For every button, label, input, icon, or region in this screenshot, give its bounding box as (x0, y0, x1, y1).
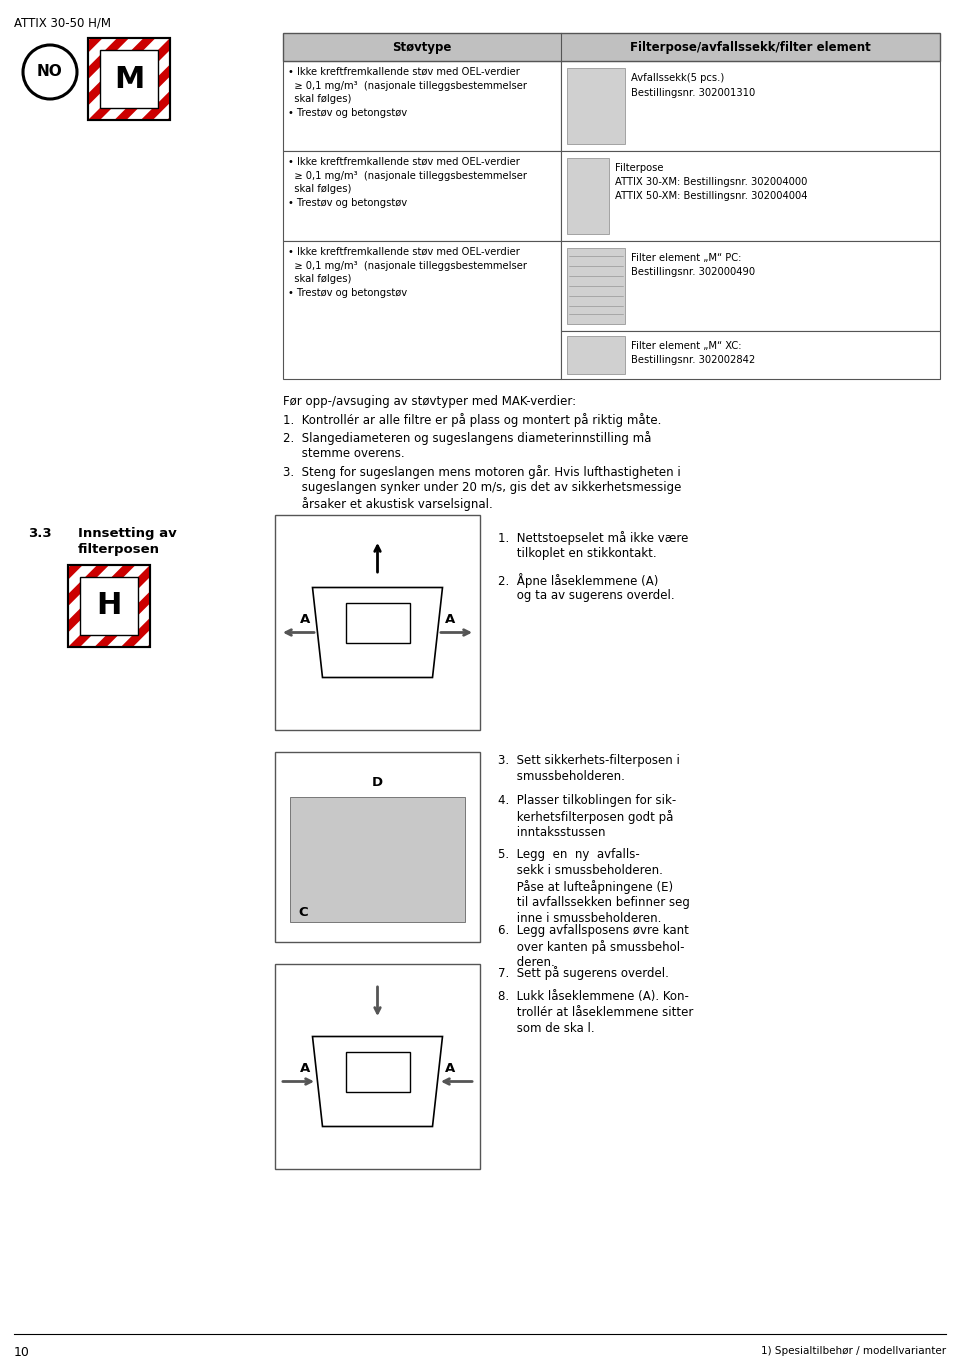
Text: • Ikke kreftfremkallende støv med OEL-verdier
  ≥ 0,1 mg/m³  (nasjonale tilleggs: • Ikke kreftfremkallende støv med OEL-ve… (288, 157, 527, 208)
Polygon shape (68, 565, 83, 579)
Bar (283, 242, 561, 379)
Text: 2.  Slangediameteren og sugeslangens diameterinnstilling må: 2. Slangediameteren og sugeslangens diam… (283, 432, 652, 445)
Bar (346, 1052, 410, 1091)
Text: Avfallssekk(5 pcs.)
Bestillingsnr. 302001310: Avfallssekk(5 pcs.) Bestillingsnr. 30200… (631, 73, 756, 98)
Bar (561, 61, 940, 151)
Bar (561, 151, 940, 242)
Text: over kanten på smussbehol-: over kanten på smussbehol- (498, 940, 684, 954)
Text: kerhetsfilterposen godt på: kerhetsfilterposen godt på (498, 810, 673, 824)
Text: sekk i smussbeholderen.: sekk i smussbeholderen. (498, 864, 662, 877)
Text: 1.  Nettstoepselet må ikke være: 1. Nettstoepselet må ikke være (498, 531, 688, 546)
Text: D: D (372, 775, 383, 788)
Text: A: A (444, 1063, 455, 1075)
Bar (68, 565, 150, 647)
Bar (567, 337, 625, 375)
Polygon shape (167, 117, 170, 119)
Bar (346, 603, 410, 642)
Bar (561, 242, 940, 331)
Text: sugeslangen synker under 20 m/s, gis det av sikkerhetsmessige: sugeslangen synker under 20 m/s, gis det… (283, 480, 682, 494)
Text: som de ska l.: som de ska l. (498, 1022, 594, 1035)
Text: A: A (300, 613, 310, 626)
Text: og ta av sugerens overdel.: og ta av sugerens overdel. (498, 589, 675, 603)
Polygon shape (147, 645, 150, 647)
Text: 3.  Steng for sugeslangen mens motoren går. Hvis lufthastigheten i: 3. Steng for sugeslangen mens motoren gå… (283, 465, 681, 479)
Polygon shape (88, 38, 156, 106)
Text: Filter element „M“ XC:
Bestillingsnr. 302002842: Filter element „M“ XC: Bestillingsnr. 30… (631, 341, 756, 365)
Text: 1.  Kontrollér ar alle filtre er på plass og montert på riktig måte.: 1. Kontrollér ar alle filtre er på plass… (283, 413, 661, 427)
Text: 3.3: 3.3 (28, 527, 52, 540)
Bar (275, 963, 480, 1168)
Text: 1) Spesialtilbehør / modellvarianter: 1) Spesialtilbehør / modellvarianter (761, 1346, 946, 1356)
Text: • Ikke kreftfremkallende støv med OEL-verdier
  ≥ 0,1 mg/m³  (nasjonale tilleggs: • Ikke kreftfremkallende støv med OEL-ve… (288, 247, 527, 297)
Text: trollér at låseklemmene sitter: trollér at låseklemmene sitter (498, 1006, 693, 1019)
Text: 8.  Lukk låseklemmene (A). Kon-: 8. Lukk låseklemmene (A). Kon- (498, 991, 689, 1003)
Polygon shape (94, 592, 150, 647)
Text: H: H (96, 592, 122, 620)
Text: Påse at lufteåpningene (E): Påse at lufteåpningene (E) (498, 879, 673, 894)
Text: ATTIX 30-50 H/M: ATTIX 30-50 H/M (14, 16, 111, 28)
Text: Støvtype: Støvtype (393, 41, 452, 53)
Text: inntaksstussen: inntaksstussen (498, 826, 606, 839)
Bar (283, 151, 561, 242)
Polygon shape (114, 64, 170, 119)
Bar (88, 38, 170, 119)
Text: 7.  Sett på sugerens overdel.: 7. Sett på sugerens overdel. (498, 966, 669, 980)
Text: inne i smussbeholderen.: inne i smussbeholderen. (498, 912, 661, 925)
Bar (290, 797, 465, 921)
Polygon shape (121, 617, 150, 647)
Bar (275, 752, 480, 942)
Text: årsaker et akustisk varselsignal.: årsaker et akustisk varselsignal. (283, 497, 492, 512)
Polygon shape (68, 565, 109, 607)
Bar (68, 565, 150, 647)
Text: A: A (444, 613, 455, 626)
Polygon shape (68, 565, 150, 647)
Bar (567, 248, 625, 324)
Polygon shape (141, 91, 170, 119)
Text: 6.  Legg avfallsposens øvre kant: 6. Legg avfallsposens øvre kant (498, 924, 689, 936)
Bar (561, 331, 940, 379)
Bar (88, 38, 170, 119)
Text: stemme overens.: stemme overens. (283, 446, 404, 460)
Bar (283, 61, 561, 151)
Text: 10: 10 (14, 1346, 30, 1357)
Text: C: C (299, 905, 308, 919)
Text: 4.  Plasser tilkoblingen for sik-: 4. Plasser tilkoblingen for sik- (498, 794, 676, 807)
Bar (283, 33, 940, 61)
Text: filterposen: filterposen (78, 543, 160, 556)
Text: Filter element „M“ PC:
Bestillingsnr. 302000490: Filter element „M“ PC: Bestillingsnr. 30… (631, 252, 756, 277)
Text: M: M (114, 65, 144, 94)
Polygon shape (88, 38, 130, 79)
Bar (567, 157, 609, 233)
Text: 5.  Legg  en  ny  avfalls-: 5. Legg en ny avfalls- (498, 848, 639, 860)
Bar (81, 577, 137, 635)
Polygon shape (88, 38, 170, 119)
Bar (567, 68, 625, 144)
Polygon shape (68, 565, 135, 632)
Text: NO: NO (37, 65, 62, 80)
Text: A: A (300, 1063, 310, 1075)
Text: smussbeholderen.: smussbeholderen. (498, 769, 625, 783)
Bar (275, 516, 480, 730)
Text: Før opp-/avsuging av støvtyper med MAK-verdier:: Før opp-/avsuging av støvtyper med MAK-v… (283, 395, 576, 408)
Text: 3.  Sett sikkerhets-filterposen i: 3. Sett sikkerhets-filterposen i (498, 754, 680, 767)
Text: 2.  Åpne låseklemmene (A): 2. Åpne låseklemmene (A) (498, 573, 659, 588)
Text: Filterpose
ATTIX 30-XM: Bestillingsnr. 302004000
ATTIX 50-XM: Bestillingsnr. 302: Filterpose ATTIX 30-XM: Bestillingsnr. 3… (615, 163, 807, 201)
Text: tilkoplet en stikkontakt.: tilkoplet en stikkontakt. (498, 547, 657, 560)
Text: til avfallssekken befinner seg: til avfallssekken befinner seg (498, 896, 690, 909)
Text: deren.: deren. (498, 955, 555, 969)
Bar (100, 50, 157, 107)
Text: Filterpose/avfallssekk/filter element: Filterpose/avfallssekk/filter element (630, 41, 871, 53)
Text: Innsetting av: Innsetting av (78, 527, 177, 540)
Text: • Ikke kreftfremkallende støv med OEL-verdier
  ≥ 0,1 mg/m³  (nasjonale tilleggs: • Ikke kreftfremkallende støv med OEL-ve… (288, 66, 527, 118)
Polygon shape (88, 38, 103, 53)
